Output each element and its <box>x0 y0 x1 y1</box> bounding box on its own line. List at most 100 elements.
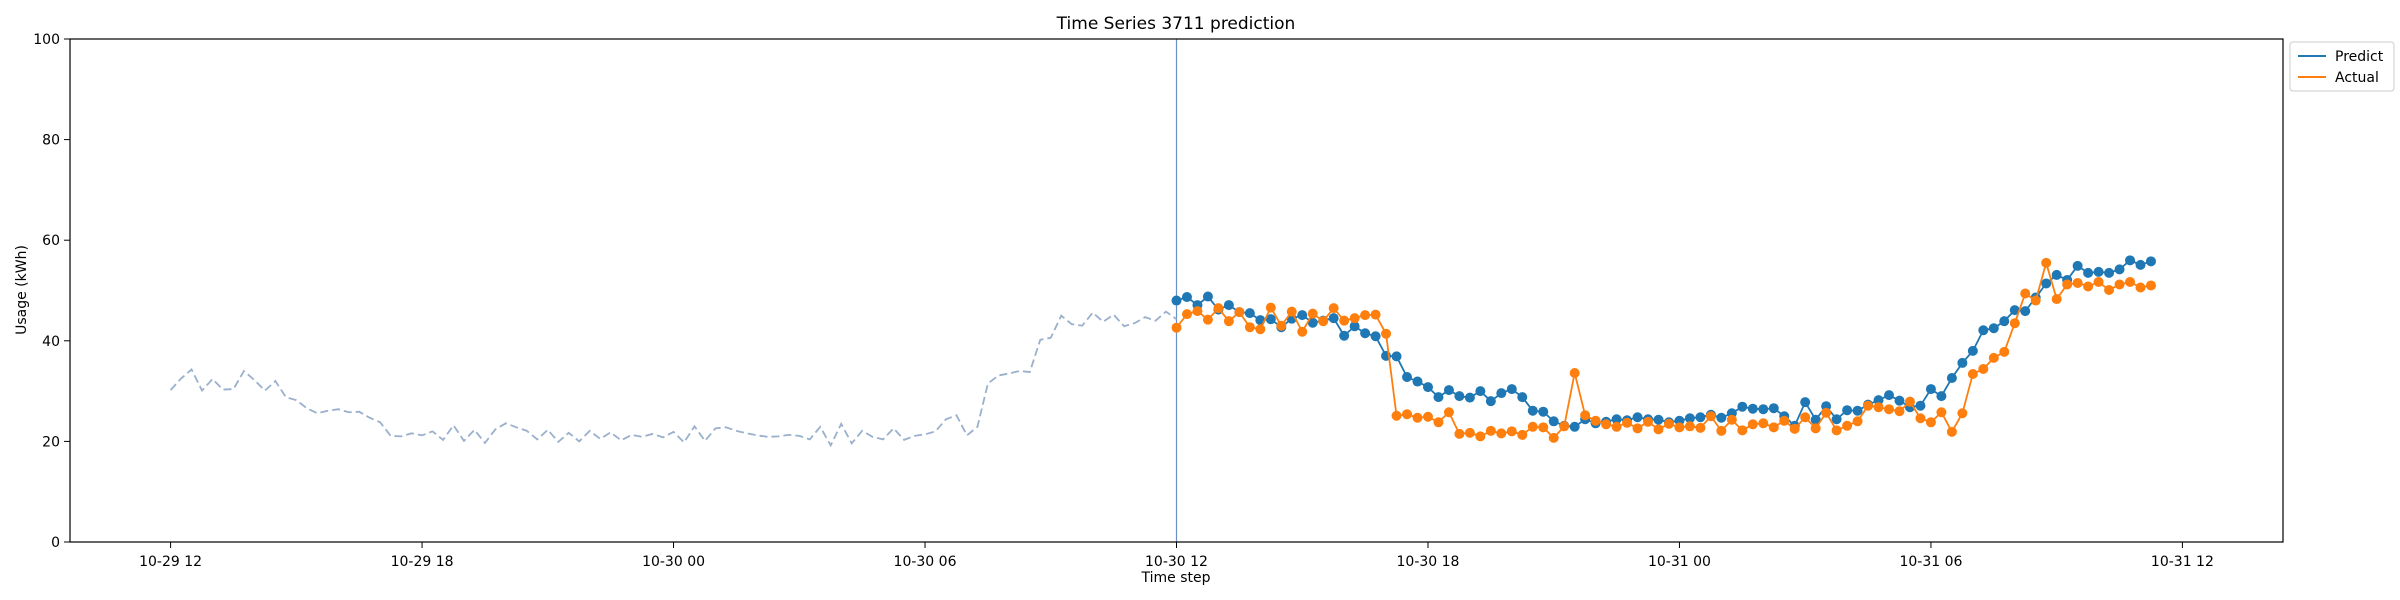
x-tick-label: 10-29 18 <box>391 554 454 570</box>
point-actual <box>1559 421 1570 432</box>
point-predict <box>1831 414 1842 425</box>
point-predict <box>1433 392 1444 403</box>
point-actual <box>1674 422 1685 433</box>
chart-title: Time Series 3711 prediction <box>1056 14 1296 34</box>
point-actual <box>1821 407 1832 418</box>
point-predict <box>1464 392 1475 403</box>
point-actual <box>2125 276 2136 287</box>
point-actual <box>1234 307 1245 318</box>
point-actual <box>2114 279 2125 290</box>
point-predict <box>1894 395 1905 406</box>
point-actual <box>1863 400 1874 411</box>
point-actual <box>1339 315 1350 326</box>
point-actual <box>1527 421 1538 432</box>
point-predict <box>1852 405 1863 416</box>
point-predict <box>1517 392 1528 403</box>
point-predict <box>2125 255 2136 266</box>
point-actual <box>2009 318 2020 329</box>
point-actual <box>1611 421 1622 432</box>
point-actual <box>1464 427 1475 438</box>
point-actual <box>1328 303 1339 314</box>
point-predict <box>1611 414 1622 425</box>
point-actual <box>1349 313 1360 324</box>
y-tick-label: 60 <box>42 233 60 249</box>
point-predict <box>1695 412 1706 423</box>
point-predict <box>1538 406 1549 417</box>
point-predict <box>1454 391 1465 402</box>
point-predict <box>1988 323 1999 334</box>
point-predict <box>1873 395 1884 406</box>
point-predict <box>1915 400 1926 411</box>
point-actual <box>1265 302 1276 313</box>
point-predict <box>2072 260 2083 271</box>
point-actual <box>1391 410 1402 421</box>
point-actual <box>1758 418 1769 429</box>
point-actual <box>1318 316 1329 327</box>
series-line-actual <box>1175 259 2152 440</box>
point-actual <box>1601 419 1612 430</box>
point-predict <box>2020 306 2031 317</box>
x-tick-label: 10-30 06 <box>894 554 957 570</box>
point-predict <box>1653 414 1664 425</box>
x-tick-label: 10-31 06 <box>1899 554 1962 570</box>
point-actual <box>1297 326 1308 337</box>
point-predict <box>1171 295 1182 306</box>
point-actual <box>1800 412 1811 423</box>
point-actual <box>1632 423 1643 434</box>
x-tick-label: 10-29 12 <box>139 554 202 570</box>
series-actual <box>1171 257 2156 443</box>
point-actual <box>1925 417 1936 428</box>
point-predict <box>1737 401 1748 412</box>
y-axis: 0 20 40 60 80 100 <box>33 32 70 551</box>
point-actual <box>2072 277 2083 288</box>
point-predict <box>1747 403 1758 414</box>
point-actual <box>1202 314 1213 325</box>
point-actual <box>1936 407 1947 418</box>
x-tick-label: 10-31 12 <box>2151 554 2214 570</box>
point-predict <box>1925 384 1936 395</box>
y-tick-label: 80 <box>42 133 60 149</box>
point-actual <box>1475 431 1486 442</box>
x-tick-label: 10-31 00 <box>1648 554 1711 570</box>
x-axis: 10-29 12 10-29 18 10-30 00 10-30 06 10-30 12… <box>139 542 2214 570</box>
x-tick-label: 10-30 00 <box>642 554 705 570</box>
point-predict <box>1632 412 1643 423</box>
point-predict <box>1684 413 1695 424</box>
point-actual <box>1381 328 1392 339</box>
point-predict <box>1328 313 1339 324</box>
point-predict <box>1202 291 1213 302</box>
point-actual <box>1538 422 1549 433</box>
point-actual <box>1999 346 2010 357</box>
point-actual <box>2104 285 2115 295</box>
legend-box <box>2289 41 2395 92</box>
point-actual <box>1884 404 1895 415</box>
point-actual <box>2041 257 2052 268</box>
point-actual <box>1653 424 1664 435</box>
point-actual <box>1276 320 1287 331</box>
point-predict <box>1768 403 1779 414</box>
point-predict <box>2051 269 2062 280</box>
point-actual <box>1695 422 1706 433</box>
legend-label-actual: Actual <box>2335 70 2379 86</box>
point-actual <box>1454 428 1465 439</box>
point-actual <box>1181 309 1192 320</box>
point-predict <box>1758 404 1769 415</box>
point-predict <box>1485 396 1496 407</box>
point-actual <box>1192 306 1203 317</box>
point-actual <box>1852 416 1863 427</box>
point-predict <box>1496 388 1507 399</box>
point-actual <box>1370 309 1381 320</box>
point-predict <box>1810 414 1821 425</box>
point-actual <box>1548 432 1559 443</box>
legend-label-predict: Predict <box>2335 49 2384 65</box>
point-actual <box>1915 413 1926 424</box>
point-actual <box>2093 276 2104 287</box>
point-actual <box>1422 411 1433 422</box>
point-predict <box>1569 421 1580 432</box>
point-actual <box>1590 415 1601 426</box>
series-layer <box>1171 255 2156 443</box>
point-predict <box>1265 314 1276 325</box>
point-actual <box>1737 425 1748 436</box>
point-actual <box>1988 352 1999 363</box>
point-predict <box>1223 300 1234 311</box>
